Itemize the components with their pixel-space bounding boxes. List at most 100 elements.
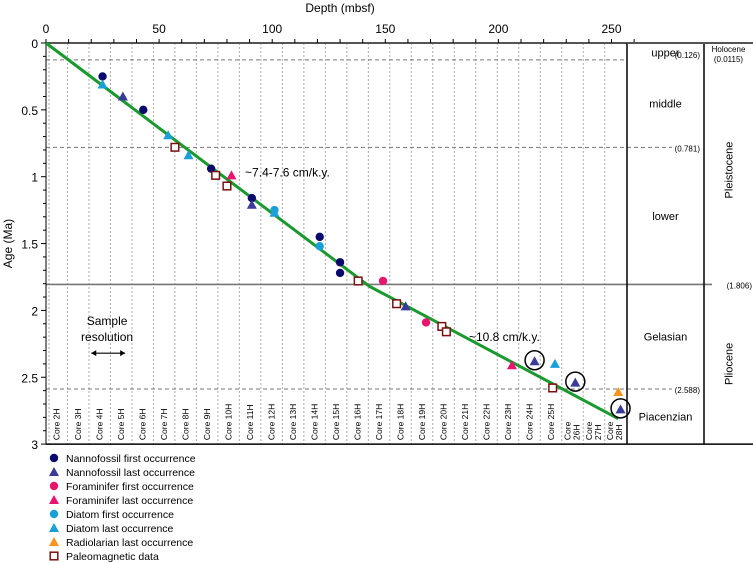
boundary-label: (1.806) [727, 281, 753, 290]
data-point [117, 91, 128, 101]
legend-marker [49, 467, 59, 476]
core-labels: Core 2H Core 3H Core 4H Core 5H Core 6H Core … [52, 404, 624, 440]
core-label: Core 6H [138, 408, 148, 440]
data-point [335, 268, 345, 278]
data-point [97, 79, 108, 89]
core-label: Core 17H [374, 404, 384, 440]
data-point [315, 242, 324, 251]
legend-label: Radiolarian last occurrence [66, 537, 193, 549]
legend-marker [49, 537, 59, 546]
stage-label: upper [651, 47, 679, 59]
core-label: 28H [614, 425, 624, 441]
data-point [247, 193, 257, 203]
core-label: Core 5H [116, 408, 126, 440]
data-point [548, 383, 558, 393]
y-tick-label: 3 [31, 438, 38, 452]
y-tick-label: 2 [31, 304, 38, 318]
epoch-sublabel: (0.0115) [714, 55, 744, 64]
y-axis-label: Age (Ma) [1, 219, 15, 268]
stage-label: middle [649, 99, 681, 111]
legend-item: Diatom last occurrence [49, 523, 174, 535]
legend-label: Nannofossil first occurrence [66, 453, 196, 465]
data-point [139, 105, 148, 115]
epoch-label: Holocene [712, 45, 746, 54]
data-point [615, 404, 626, 414]
data-point [98, 72, 107, 81]
core-label: Core 12H [267, 404, 277, 440]
data-point [392, 299, 402, 309]
epoch-label: Pleistocene [724, 142, 736, 199]
arrowhead-right [120, 350, 126, 357]
x-tick-label: 50 [152, 22, 166, 36]
data-point [549, 358, 560, 368]
legend-item: Nannofossil first occurrence [49, 453, 196, 465]
core-label: Core 21H [460, 404, 470, 440]
data-point [570, 377, 581, 387]
x-tick-label: 150 [375, 22, 395, 36]
legend-marker [49, 495, 59, 504]
boundary-lines: (0.126) (0.781) (1.806) (2.588) [46, 51, 752, 395]
core-label: Core [562, 421, 572, 440]
data-point [506, 360, 517, 370]
core-label: Core 9H [202, 408, 212, 440]
legend-item: Nannofossil last occurrence [49, 467, 195, 479]
arrowhead-left [91, 350, 97, 357]
axes: 0 50 100 150 200 250 Depth (mbsf) 0 0.5 1 1.5 2 2.5 3… [1, 1, 635, 452]
x-tick-label: 250 [601, 22, 621, 36]
core-label: Core 7H [159, 408, 169, 440]
y-tick-label: 0.5 [21, 104, 38, 118]
core-label: 27H [593, 425, 603, 441]
legend-item: Diatom first occurrence [49, 509, 174, 521]
core-label: Core 14H [310, 404, 320, 440]
annotation-text: ~7.4-7.6 cm/k.y. [245, 166, 330, 180]
legend-label: Paleomagnetic data [66, 551, 159, 563]
core-label: Core 20H [439, 404, 449, 440]
data-point [529, 356, 540, 366]
data-point [353, 276, 363, 286]
data-point [170, 142, 180, 152]
core-label: Core 11H [245, 404, 255, 440]
core-label: Core 3H [73, 408, 83, 440]
data-point [378, 276, 388, 286]
annotation-text: ~10.8 cm/k.y. [469, 330, 540, 344]
data-point [269, 207, 280, 217]
y-tick-label: 1.5 [21, 238, 38, 252]
stage-label: lower [652, 211, 679, 223]
data-point [206, 164, 216, 173]
y-tick-label: 0 [31, 37, 38, 51]
core-label: Core 13H [288, 404, 298, 440]
core-label: Core 16H [353, 404, 363, 440]
x-axis-label: Depth (mbsf) [305, 1, 374, 15]
x-tick-label: 200 [488, 22, 508, 36]
highlight-circle [610, 398, 631, 419]
legend-label: Diatom last occurrence [66, 523, 174, 535]
data-point [315, 232, 324, 242]
core-label: Core [584, 421, 594, 440]
legend-item: Paleomagnetic data [49, 551, 159, 563]
legend-label: Foraminifer first occurrence [66, 481, 194, 493]
data-point [163, 130, 174, 140]
stratigraphy-columns: upper middle lower Gelasian Piacenzian Holoce… [626, 42, 753, 445]
core-label: Core 23H [503, 404, 513, 440]
boundary-label: (0.126) [675, 51, 701, 60]
data-point [441, 327, 451, 337]
legend: Nannofossil first occurrence Nannofossil … [49, 453, 196, 563]
data-point [246, 199, 257, 209]
core-label: Core 4H [95, 408, 105, 440]
x-tick-label: 0 [43, 22, 50, 36]
legend-item: Radiolarian last occurrence [49, 537, 193, 549]
boundary-label: (0.781) [675, 144, 701, 153]
core-label: Core 2H [52, 408, 62, 440]
core-label: Core [605, 421, 615, 440]
legend-marker [49, 481, 59, 491]
core-label: Core 22H [482, 404, 492, 440]
legend-marker [49, 453, 59, 463]
core-label: Core 10H [224, 404, 234, 440]
data-point [613, 386, 624, 396]
core-label: Core 19H [417, 404, 427, 440]
data-point [222, 181, 232, 191]
stage-label: Gelasian [644, 332, 687, 344]
legend-label: Diatom first occurrence [66, 509, 174, 521]
highlight-circle [524, 349, 545, 371]
